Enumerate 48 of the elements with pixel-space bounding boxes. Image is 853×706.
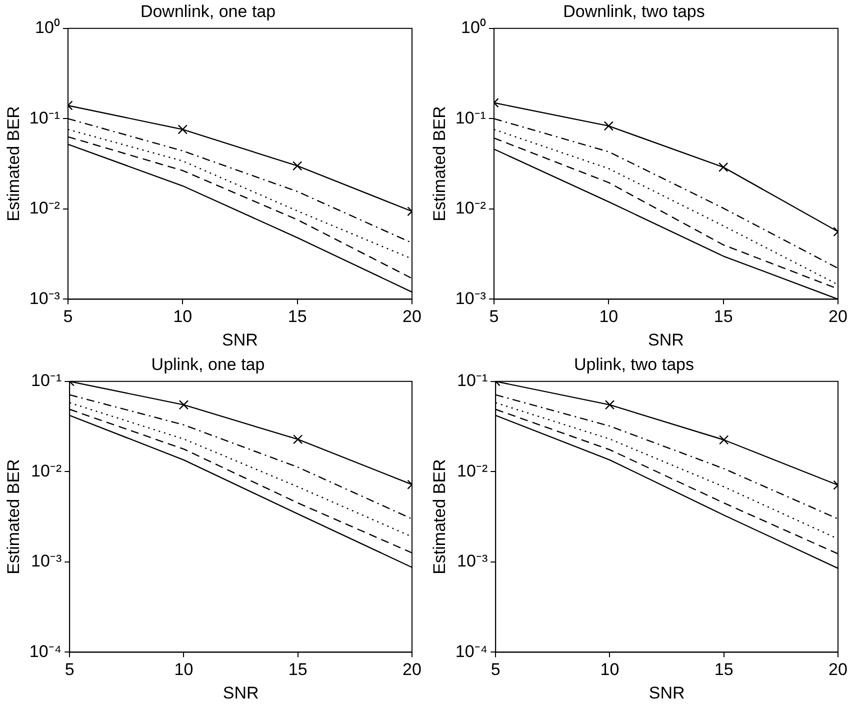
x-tick-label: 10	[600, 660, 620, 680]
y-tick-label: 10⁻⁴	[455, 642, 488, 661]
x-tick-label: 20	[828, 660, 848, 680]
chart-title: Uplink, one tap	[151, 354, 265, 374]
point	[719, 435, 729, 445]
y-tick-label: 10⁻¹	[29, 108, 60, 128]
y-tick-label: 10⁻¹	[455, 108, 486, 128]
x-tick-label: 15	[714, 307, 733, 326]
x-tick-label: 15	[714, 660, 734, 680]
x-tick-label: 20	[402, 660, 422, 680]
x-tick-label: 10	[174, 660, 194, 680]
y-axis-title: Estimated BER	[430, 106, 449, 222]
point	[178, 400, 189, 410]
y-tick-label: 10⁻⁴	[29, 642, 62, 661]
y-tick-label: 10⁻²	[29, 198, 60, 218]
x-axis-title: SNR	[648, 683, 685, 702]
y-tick-label: 10⁻²	[455, 198, 486, 218]
y-tick-label: 10⁻³	[457, 552, 488, 571]
chart-title: Downlink, two taps	[563, 2, 705, 21]
x-tick-label: 20	[828, 307, 848, 326]
point	[293, 434, 303, 444]
x-tick-label: 10	[599, 307, 618, 326]
x-axis-title: SNR	[648, 330, 684, 350]
y-tick-label: 10⁻¹	[31, 371, 62, 390]
x-tick-label: 10	[173, 307, 192, 326]
y-tick-label: 10⁻³	[29, 288, 60, 308]
y-tick-label: 10⁻³	[31, 552, 62, 571]
chart-title: Uplink, two taps	[574, 354, 694, 374]
x-tick-label: 15	[288, 307, 307, 326]
x-tick-label: 15	[288, 660, 308, 680]
x-axis-title: SNR	[222, 683, 259, 702]
y-tick-label: 10⁻¹	[457, 371, 488, 390]
chart-title: Downlink, one tap	[140, 2, 276, 21]
y-tick-label: 10⁻²	[31, 461, 62, 480]
x-tick-label: 5	[64, 660, 74, 680]
x-tick-label: 5	[63, 307, 73, 326]
y-tick-label: 10⁻³	[455, 288, 486, 308]
y-axis-title: Estimated BER	[4, 106, 23, 222]
y-axis-title: Estimated BER	[430, 459, 449, 574]
y-tick-label: 10⁻²	[457, 461, 488, 480]
y-tick-label: 10⁰	[35, 18, 60, 38]
y-axis-title: Estimated BER	[4, 459, 23, 574]
x-axis-title: SNR	[222, 330, 258, 350]
y-tick-label: 10⁰	[461, 18, 486, 38]
x-tick-label: 20	[402, 307, 422, 326]
x-tick-label: 5	[490, 660, 500, 680]
point	[604, 400, 615, 410]
x-tick-label: 5	[489, 307, 499, 326]
